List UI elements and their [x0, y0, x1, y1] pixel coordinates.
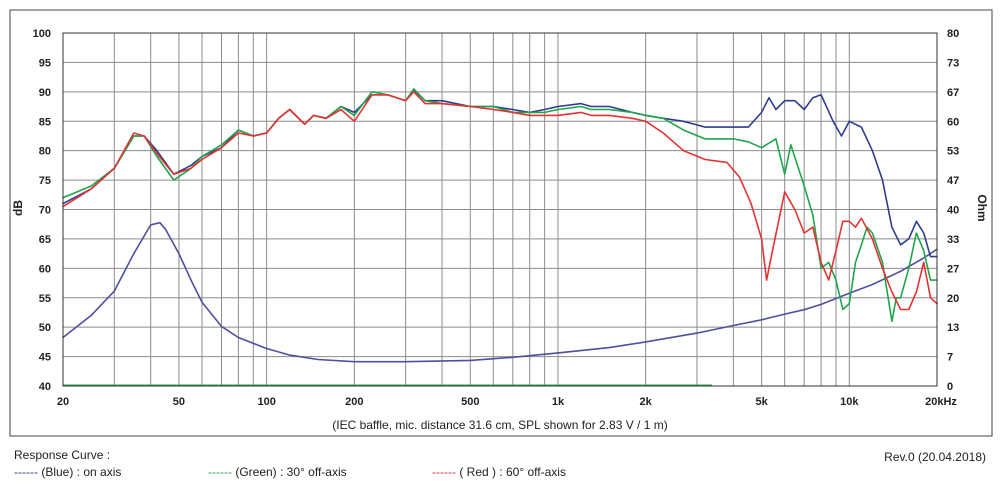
legend-label: (Blue) : on axis: [41, 465, 122, 479]
y-axis-title-left: dB: [11, 200, 25, 216]
legend-title: Response Curve :: [14, 448, 111, 462]
revision-label: Rev.0 (20.04.2018): [884, 450, 986, 464]
y-tick-label-right: 0: [947, 381, 953, 393]
y-tick-label-right: 73: [947, 57, 959, 69]
y-tick-label-right: 27: [947, 263, 959, 275]
legend-item-60-degree: ------ ( Red ) : 60° off-axis: [432, 465, 566, 479]
y-tick-label-left: 65: [39, 234, 51, 246]
x-tick-label: 1k: [552, 396, 565, 408]
y-tick-label-left: 40: [39, 381, 51, 393]
y-axis-title-right: Ohm: [975, 194, 989, 221]
grid: [62, 32, 938, 387]
y-tick-label-left: 50: [39, 322, 51, 334]
x-tick-label: 500: [461, 396, 479, 408]
x-tick-label: 20: [57, 396, 69, 408]
chart-caption: (IEC baffle, mic. distance 31.6 cm, SPL …: [332, 418, 667, 432]
y-tick-label-right: 13: [947, 322, 959, 334]
plot-area-border: [62, 32, 938, 387]
y-tick-label-left: 60: [39, 263, 51, 275]
legend-label: ( Red ) : 60° off-axis: [459, 465, 566, 479]
y-tick-label-right: 47: [947, 175, 959, 187]
x-tick-label: 50: [173, 396, 185, 408]
series-line-impedance: [62, 221, 938, 363]
y-tick-label-right: 80: [947, 28, 959, 40]
y-tick-label-left: 45: [39, 352, 51, 364]
legend-item-30-degree: ------ (Green) : 30° off-axis: [208, 465, 347, 479]
y-tick-label-right: 7: [947, 352, 953, 364]
x-tick-label: 20kHz: [925, 396, 957, 408]
y-tick-label-left: 95: [39, 57, 51, 69]
outer-frame: [9, 9, 993, 437]
x-tick-label: 100: [257, 396, 275, 408]
series: [62, 88, 938, 386]
series-line-off-axis-60: [62, 91, 938, 311]
x-tick-label: 200: [345, 396, 363, 408]
y-tick-label-right: 33: [947, 234, 959, 246]
ticks: 40 45 50 55 60 65 70 75 80 85 90 95 100 0 7 13 20 27 33 40 4…: [33, 28, 960, 408]
y-tick-label-right: 40: [947, 205, 959, 217]
y-tick-label-right: 53: [947, 146, 959, 158]
y-tick-label-left: 85: [39, 116, 51, 128]
legend-dash: ------: [14, 465, 38, 479]
y-tick-label-left: 75: [39, 175, 51, 187]
legend-item-on-axis: ------ (Blue) : on axis: [14, 465, 121, 479]
y-tick-label-left: 80: [39, 146, 51, 158]
x-tick-label: 2k: [640, 396, 653, 408]
y-tick-label-left: 90: [39, 87, 51, 99]
y-tick-label-left: 100: [33, 28, 51, 40]
legend-dash: ------: [432, 465, 456, 479]
legend-label: (Green) : 30° off-axis: [235, 465, 347, 479]
x-tick-label: 10k: [840, 396, 859, 408]
x-tick-label: 5k: [755, 396, 768, 408]
y-tick-label-left: 55: [39, 293, 51, 305]
y-tick-label-left: 70: [39, 205, 51, 217]
legend-dash: ------: [208, 465, 232, 479]
y-tick-label-right: 20: [947, 293, 959, 305]
y-tick-label-right: 67: [947, 87, 959, 99]
y-tick-label-right: 60: [947, 116, 959, 128]
